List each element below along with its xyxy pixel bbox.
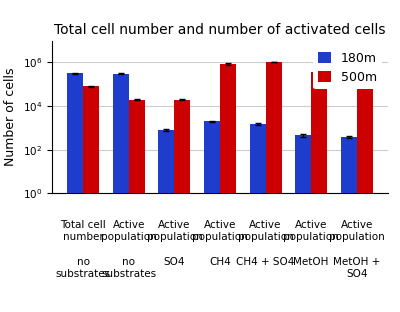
- Bar: [250, 124, 266, 312]
- Bar: [341, 137, 357, 312]
- Title: Total cell number and number of activated cells: Total cell number and number of activate…: [54, 22, 386, 37]
- Bar: [174, 100, 190, 312]
- Text: MetOH: MetOH: [294, 257, 329, 267]
- Bar: [67, 73, 83, 312]
- Text: Active
population: Active population: [146, 220, 202, 241]
- Bar: [220, 64, 236, 312]
- Bar: [129, 100, 145, 312]
- Text: Active
population: Active population: [101, 220, 157, 241]
- Text: CH4 + SO4: CH4 + SO4: [236, 257, 295, 267]
- Y-axis label: Number of cells: Number of cells: [4, 68, 17, 166]
- Text: SO4: SO4: [164, 257, 185, 267]
- Text: Active
population: Active population: [283, 220, 339, 241]
- Text: Total cell
number: Total cell number: [60, 220, 106, 241]
- Text: no
substrates: no substrates: [56, 257, 111, 279]
- Bar: [158, 130, 174, 312]
- Text: CH4: CH4: [209, 257, 231, 267]
- Text: Active
population: Active population: [329, 220, 385, 241]
- Text: MetOH +
SO4: MetOH + SO4: [333, 257, 380, 279]
- Bar: [311, 72, 327, 312]
- Bar: [266, 62, 282, 312]
- Bar: [357, 66, 373, 312]
- Legend: 180m, 500m: 180m, 500m: [313, 47, 382, 89]
- Bar: [204, 121, 220, 312]
- Text: Active
population: Active population: [192, 220, 248, 241]
- Bar: [295, 135, 311, 312]
- Text: no
substrates: no substrates: [101, 257, 156, 279]
- Text: Active
population: Active population: [238, 220, 294, 241]
- Bar: [113, 74, 129, 312]
- Bar: [83, 86, 99, 312]
